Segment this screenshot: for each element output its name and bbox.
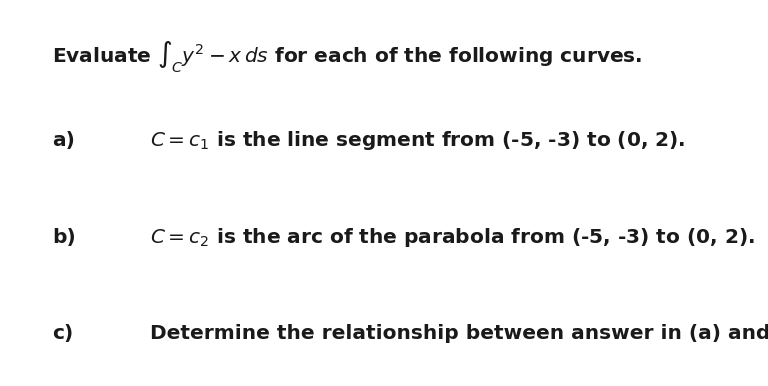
Text: $C = c_2$ is the arc of the parabola from (-5, -3) to (0, 2).: $C = c_2$ is the arc of the parabola fro…: [150, 226, 755, 249]
Text: Determine the relationship between answer in (a) and (b).: Determine the relationship between answe…: [150, 324, 768, 344]
Text: b): b): [52, 228, 76, 247]
Text: a): a): [52, 131, 75, 151]
Text: Evaluate $\int_C y^2 - x\,ds$ for each of the following curves.: Evaluate $\int_C y^2 - x\,ds$ for each o…: [52, 39, 643, 75]
Text: c): c): [52, 324, 74, 344]
Text: $C = c_1$ is the line segment from (-5, -3) to (0, 2).: $C = c_1$ is the line segment from (-5, …: [150, 129, 685, 152]
